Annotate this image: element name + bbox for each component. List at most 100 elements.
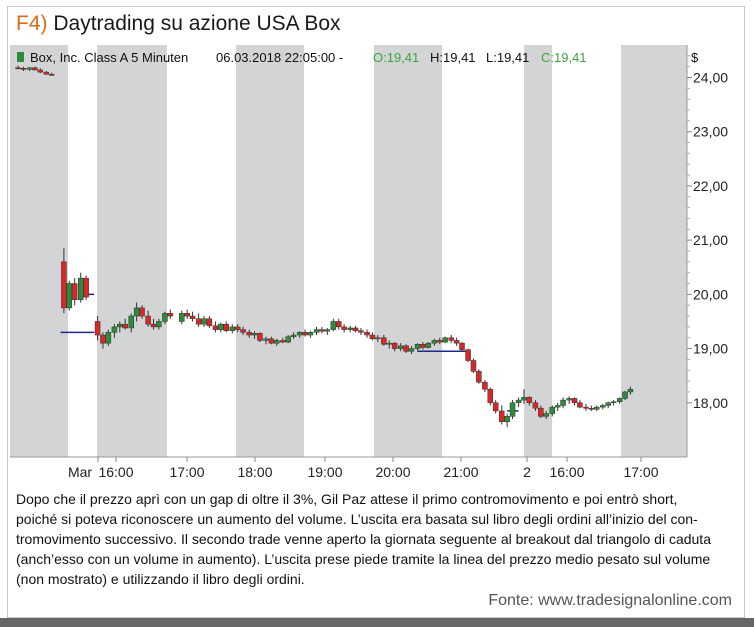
shaded-period bbox=[524, 45, 552, 457]
candle-up bbox=[296, 332, 303, 336]
legend-close: C:19,41 bbox=[541, 50, 587, 65]
caption-line: Dopo che il prezzo aprì con un gap di ol… bbox=[16, 491, 678, 507]
candle-up bbox=[593, 406, 600, 410]
candle-up bbox=[66, 283, 73, 309]
candle-down bbox=[145, 315, 151, 325]
candle-down bbox=[319, 329, 325, 332]
candle-down bbox=[341, 326, 347, 330]
figure-label: F4) bbox=[16, 12, 48, 35]
candle-down bbox=[43, 71, 50, 75]
shaded-period bbox=[621, 45, 687, 457]
x-tick-label: 17:00 bbox=[169, 464, 204, 480]
candle-down bbox=[122, 323, 128, 329]
candle-up bbox=[566, 398, 572, 401]
legend-datetime: 06.03.2018 22:05:00 - bbox=[216, 50, 343, 65]
candle-down bbox=[476, 371, 482, 383]
candle-down bbox=[577, 402, 583, 408]
candle-up bbox=[560, 399, 566, 406]
candle-down bbox=[571, 398, 578, 404]
candle-up bbox=[133, 307, 140, 317]
candle-down bbox=[492, 402, 499, 412]
y-tick-label: 18,00 bbox=[693, 395, 728, 411]
candle-up bbox=[600, 405, 606, 408]
legend-open: O:19,41 bbox=[373, 50, 419, 65]
candle-down bbox=[71, 283, 78, 301]
y-tick-label: 22,00 bbox=[693, 178, 728, 194]
candle-down bbox=[268, 338, 275, 344]
bottom-bar bbox=[0, 618, 754, 627]
candle-down bbox=[532, 402, 539, 409]
candle-up bbox=[504, 416, 510, 423]
candle-down bbox=[459, 342, 465, 350]
x-tick-label: 16:00 bbox=[549, 464, 584, 480]
candle-down bbox=[448, 337, 454, 341]
shaded-period bbox=[374, 45, 442, 457]
shaded-period bbox=[236, 45, 304, 457]
candle-down bbox=[206, 318, 213, 327]
figure-title: F4) Daytrading su azione USA Box bbox=[16, 12, 341, 36]
candle-down bbox=[61, 261, 67, 309]
x-tick-label: Mar bbox=[68, 464, 92, 480]
source-credit: Fonte: www.tradesignalonline.com bbox=[488, 592, 732, 609]
caption-line: tromovimento successivo. Il secondo trad… bbox=[16, 531, 711, 547]
candle-down bbox=[381, 337, 387, 345]
candle-up bbox=[375, 337, 381, 340]
candle-up bbox=[307, 332, 314, 336]
candle-down bbox=[538, 407, 544, 417]
candle-up bbox=[285, 336, 291, 343]
y-tick-label: 24,00 bbox=[693, 70, 728, 86]
candle-down bbox=[482, 381, 488, 390]
candle-down bbox=[246, 332, 252, 336]
candle-down bbox=[223, 323, 229, 331]
candle-down bbox=[391, 342, 398, 349]
candle-up bbox=[105, 332, 112, 344]
legend-high: H:19,41 bbox=[430, 50, 476, 65]
candle-up bbox=[521, 397, 527, 401]
candle-down bbox=[139, 307, 145, 317]
candle-up bbox=[616, 398, 623, 402]
candle-down bbox=[37, 69, 44, 73]
candle-down bbox=[358, 330, 364, 333]
candle-up bbox=[324, 329, 331, 332]
candle-up bbox=[179, 313, 185, 322]
candle-down bbox=[352, 327, 359, 331]
y-axis: 24,00 23,00 22,00 21,00 20,00 19,00 18,00 bbox=[687, 55, 728, 411]
legend-instrument: Box, Inc. Class A 5 Minuten bbox=[30, 50, 188, 65]
candle-up bbox=[218, 323, 224, 330]
candle-down bbox=[20, 68, 27, 70]
legend-marker bbox=[17, 52, 24, 62]
chart-title: Daytrading su azione USA Box bbox=[53, 12, 341, 35]
x-tick-label: 20:00 bbox=[375, 464, 410, 480]
y-tick-label: 21,00 bbox=[693, 232, 728, 248]
candle-up bbox=[431, 340, 438, 344]
caption-line: (non mostrato) e utilizzando il libro de… bbox=[16, 571, 305, 587]
candle-down bbox=[499, 410, 505, 423]
x-tick-label: 18:00 bbox=[237, 464, 272, 480]
candle-up bbox=[117, 323, 123, 328]
candle-up bbox=[605, 402, 611, 406]
candle-up bbox=[425, 342, 432, 348]
candle-up bbox=[397, 345, 404, 349]
candle-up bbox=[111, 326, 118, 333]
candle-down bbox=[583, 406, 589, 409]
y-tick-label: 19,00 bbox=[693, 341, 728, 357]
candle-down bbox=[403, 345, 409, 352]
candle-down bbox=[94, 321, 101, 336]
candle-up bbox=[229, 326, 236, 331]
candle-up bbox=[554, 405, 561, 408]
x-tick-label: 17:00 bbox=[623, 464, 658, 480]
candle-down bbox=[150, 323, 157, 328]
candle-down bbox=[364, 332, 370, 336]
candle-up bbox=[128, 315, 135, 329]
x-axis: Mar 16:00 17:00 18:00 19:00 20:00 21:00 2 16:00 1… bbox=[68, 457, 659, 480]
shaded-period bbox=[10, 45, 68, 457]
candle-down bbox=[335, 321, 342, 328]
candle-down bbox=[83, 277, 89, 298]
candle-up bbox=[549, 406, 556, 414]
candles bbox=[15, 65, 634, 428]
caption-line: poiché si poteva riconoscere un aumento … bbox=[16, 511, 698, 527]
candle-down bbox=[420, 343, 426, 348]
candle-up bbox=[408, 348, 415, 352]
candle-down bbox=[465, 349, 471, 361]
candle-down bbox=[234, 326, 241, 330]
